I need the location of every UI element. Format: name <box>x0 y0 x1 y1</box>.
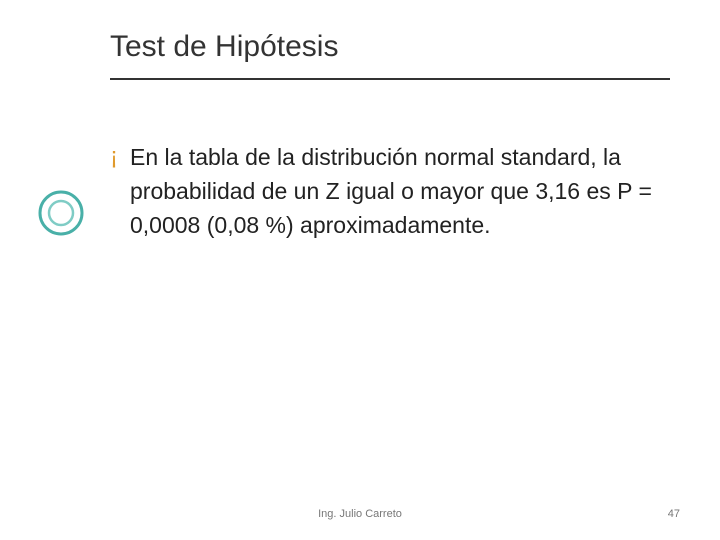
title-underline <box>110 78 670 80</box>
slide-title: Test de Hipótesis <box>110 30 660 64</box>
body-text: En la tabla de la distribución normal st… <box>130 140 660 242</box>
slide: Test de Hipótesis ¡ En la tabla de la di… <box>0 0 720 540</box>
bullet-circle-icon <box>38 190 84 236</box>
footer: Ing. Julio Carreto 47 <box>0 508 720 520</box>
footer-page-number: 47 <box>668 508 680 520</box>
bullet-marker-icon: ¡ <box>110 140 118 174</box>
footer-author: Ing. Julio Carreto <box>318 508 402 520</box>
bullet-item: ¡ En la tabla de la distribución normal … <box>110 140 660 242</box>
